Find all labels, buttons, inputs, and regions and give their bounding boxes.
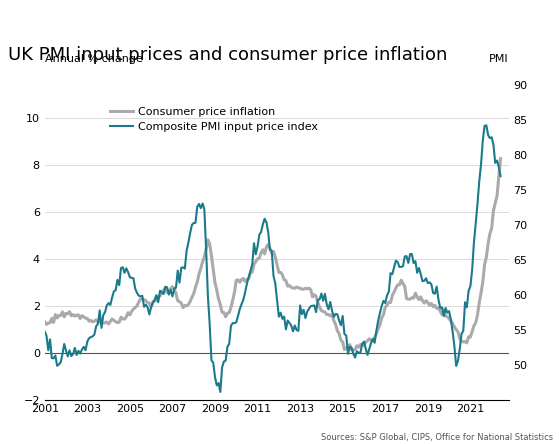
Text: PMI: PMI — [489, 55, 509, 64]
Text: Annual % change: Annual % change — [45, 55, 143, 64]
Text: UK PMI input prices and consumer price inflation: UK PMI input prices and consumer price i… — [8, 46, 447, 64]
Legend: Consumer price inflation, Composite PMI input price index: Consumer price inflation, Composite PMI … — [106, 103, 323, 136]
Text: Sources: S&P Global, CIPS, Office for National Statistics: Sources: S&P Global, CIPS, Office for Na… — [321, 433, 553, 442]
